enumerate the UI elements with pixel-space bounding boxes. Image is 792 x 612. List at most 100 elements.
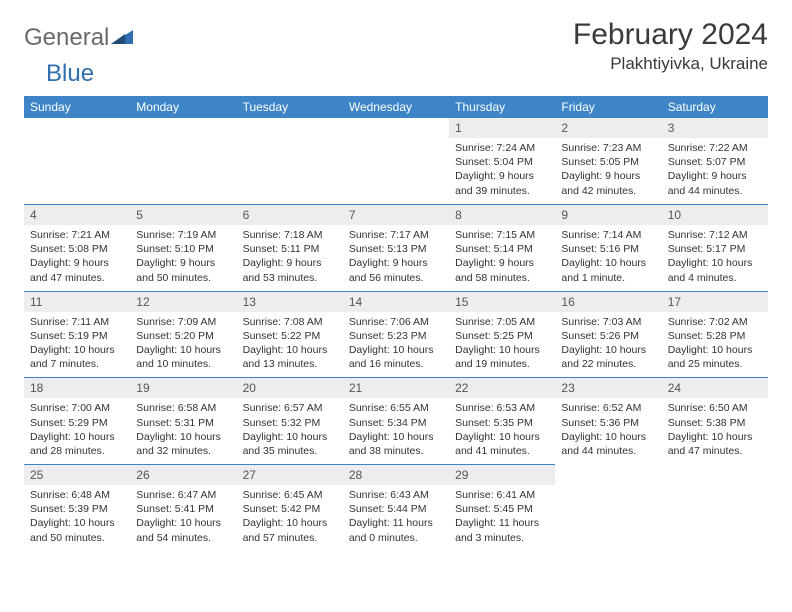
sunset-line: Sunset: 5:35 PM <box>455 416 549 430</box>
day-number: 9 <box>555 204 661 225</box>
daylight-line: Daylight: 10 hours and 22 minutes. <box>561 343 655 371</box>
day-cell: 9Sunrise: 7:14 AMSunset: 5:16 PMDaylight… <box>555 204 661 291</box>
sunrise-line: Sunrise: 6:45 AM <box>243 488 337 502</box>
sunset-line: Sunset: 5:29 PM <box>30 416 124 430</box>
sunset-line: Sunset: 5:38 PM <box>668 416 762 430</box>
logo: General <box>24 24 135 52</box>
day-cell: 12Sunrise: 7:09 AMSunset: 5:20 PMDayligh… <box>130 291 236 378</box>
sunset-line: Sunset: 5:08 PM <box>30 242 124 256</box>
day-body: Sunrise: 7:18 AMSunset: 5:11 PMDaylight:… <box>237 225 343 291</box>
day-cell: 17Sunrise: 7:02 AMSunset: 5:28 PMDayligh… <box>662 291 768 378</box>
sunset-line: Sunset: 5:26 PM <box>561 329 655 343</box>
calendar-body: 1Sunrise: 7:24 AMSunset: 5:04 PMDaylight… <box>24 118 768 551</box>
day-number: 14 <box>343 291 449 312</box>
sunset-line: Sunset: 5:42 PM <box>243 502 337 516</box>
sunrise-line: Sunrise: 7:23 AM <box>561 141 655 155</box>
day-cell: 27Sunrise: 6:45 AMSunset: 5:42 PMDayligh… <box>237 464 343 551</box>
day-cell: 2Sunrise: 7:23 AMSunset: 5:05 PMDaylight… <box>555 118 661 204</box>
sunrise-line: Sunrise: 6:50 AM <box>668 401 762 415</box>
sunset-line: Sunset: 5:17 PM <box>668 242 762 256</box>
sunset-line: Sunset: 5:07 PM <box>668 155 762 169</box>
sunrise-line: Sunrise: 7:21 AM <box>30 228 124 242</box>
sunset-line: Sunset: 5:34 PM <box>349 416 443 430</box>
day-cell: 1Sunrise: 7:24 AMSunset: 5:04 PMDaylight… <box>449 118 555 204</box>
sunrise-line: Sunrise: 7:02 AM <box>668 315 762 329</box>
daylight-line: Daylight: 9 hours and 39 minutes. <box>455 169 549 197</box>
daylight-line: Daylight: 10 hours and 41 minutes. <box>455 430 549 458</box>
calendar-week-row: 11Sunrise: 7:11 AMSunset: 5:19 PMDayligh… <box>24 291 768 378</box>
sunrise-line: Sunrise: 7:19 AM <box>136 228 230 242</box>
daylight-line: Daylight: 11 hours and 0 minutes. <box>349 516 443 544</box>
sunrise-line: Sunrise: 7:22 AM <box>668 141 762 155</box>
logo-text-1: General <box>24 24 109 52</box>
sunset-line: Sunset: 5:31 PM <box>136 416 230 430</box>
day-body: Sunrise: 6:50 AMSunset: 5:38 PMDaylight:… <box>662 398 768 464</box>
sunrise-line: Sunrise: 6:47 AM <box>136 488 230 502</box>
day-number: 29 <box>449 464 555 485</box>
day-cell: 25Sunrise: 6:48 AMSunset: 5:39 PMDayligh… <box>24 464 130 551</box>
day-body: Sunrise: 7:14 AMSunset: 5:16 PMDaylight:… <box>555 225 661 291</box>
day-number: 22 <box>449 377 555 398</box>
day-cell: 6Sunrise: 7:18 AMSunset: 5:11 PMDaylight… <box>237 204 343 291</box>
day-cell: 23Sunrise: 6:52 AMSunset: 5:36 PMDayligh… <box>555 377 661 464</box>
day-cell: 18Sunrise: 7:00 AMSunset: 5:29 PMDayligh… <box>24 377 130 464</box>
sunset-line: Sunset: 5:36 PM <box>561 416 655 430</box>
day-number: 10 <box>662 204 768 225</box>
day-body: Sunrise: 7:00 AMSunset: 5:29 PMDaylight:… <box>24 398 130 464</box>
sunset-line: Sunset: 5:11 PM <box>243 242 337 256</box>
daylight-line: Daylight: 9 hours and 47 minutes. <box>30 256 124 284</box>
daylight-line: Daylight: 10 hours and 19 minutes. <box>455 343 549 371</box>
day-cell <box>130 118 236 204</box>
sunset-line: Sunset: 5:05 PM <box>561 155 655 169</box>
day-body: Sunrise: 6:55 AMSunset: 5:34 PMDaylight:… <box>343 398 449 464</box>
day-body: Sunrise: 7:09 AMSunset: 5:20 PMDaylight:… <box>130 312 236 378</box>
calendar-week-row: 1Sunrise: 7:24 AMSunset: 5:04 PMDaylight… <box>24 118 768 204</box>
day-number: 26 <box>130 464 236 485</box>
daylight-line: Daylight: 10 hours and 13 minutes. <box>243 343 337 371</box>
day-cell: 14Sunrise: 7:06 AMSunset: 5:23 PMDayligh… <box>343 291 449 378</box>
day-cell: 22Sunrise: 6:53 AMSunset: 5:35 PMDayligh… <box>449 377 555 464</box>
day-body: Sunrise: 7:24 AMSunset: 5:04 PMDaylight:… <box>449 138 555 204</box>
sunset-line: Sunset: 5:44 PM <box>349 502 443 516</box>
daylight-line: Daylight: 9 hours and 42 minutes. <box>561 169 655 197</box>
day-cell <box>662 464 768 551</box>
sunrise-line: Sunrise: 7:06 AM <box>349 315 443 329</box>
weekday-tue: Tuesday <box>237 96 343 118</box>
day-number: 5 <box>130 204 236 225</box>
day-body: Sunrise: 7:06 AMSunset: 5:23 PMDaylight:… <box>343 312 449 378</box>
sunset-line: Sunset: 5:25 PM <box>455 329 549 343</box>
sunset-line: Sunset: 5:16 PM <box>561 242 655 256</box>
sunrise-line: Sunrise: 6:48 AM <box>30 488 124 502</box>
day-body: Sunrise: 6:52 AMSunset: 5:36 PMDaylight:… <box>555 398 661 464</box>
day-number: 8 <box>449 204 555 225</box>
weekday-sun: Sunday <box>24 96 130 118</box>
day-cell: 8Sunrise: 7:15 AMSunset: 5:14 PMDaylight… <box>449 204 555 291</box>
sunrise-line: Sunrise: 7:00 AM <box>30 401 124 415</box>
day-body: Sunrise: 6:58 AMSunset: 5:31 PMDaylight:… <box>130 398 236 464</box>
sunrise-line: Sunrise: 7:05 AM <box>455 315 549 329</box>
calendar-week-row: 25Sunrise: 6:48 AMSunset: 5:39 PMDayligh… <box>24 464 768 551</box>
day-body: Sunrise: 6:41 AMSunset: 5:45 PMDaylight:… <box>449 485 555 551</box>
day-cell: 19Sunrise: 6:58 AMSunset: 5:31 PMDayligh… <box>130 377 236 464</box>
sunrise-line: Sunrise: 6:55 AM <box>349 401 443 415</box>
day-body: Sunrise: 7:22 AMSunset: 5:07 PMDaylight:… <box>662 138 768 204</box>
sunrise-line: Sunrise: 7:14 AM <box>561 228 655 242</box>
sunrise-line: Sunrise: 7:12 AM <box>668 228 762 242</box>
day-number: 3 <box>662 118 768 138</box>
day-cell: 24Sunrise: 6:50 AMSunset: 5:38 PMDayligh… <box>662 377 768 464</box>
daylight-line: Daylight: 10 hours and 28 minutes. <box>30 430 124 458</box>
day-number: 1 <box>449 118 555 138</box>
day-number: 25 <box>24 464 130 485</box>
day-cell: 5Sunrise: 7:19 AMSunset: 5:10 PMDaylight… <box>130 204 236 291</box>
day-number: 23 <box>555 377 661 398</box>
day-number: 17 <box>662 291 768 312</box>
day-cell: 26Sunrise: 6:47 AMSunset: 5:41 PMDayligh… <box>130 464 236 551</box>
day-cell: 7Sunrise: 7:17 AMSunset: 5:13 PMDaylight… <box>343 204 449 291</box>
sunset-line: Sunset: 5:45 PM <box>455 502 549 516</box>
daylight-line: Daylight: 9 hours and 53 minutes. <box>243 256 337 284</box>
sunrise-line: Sunrise: 7:08 AM <box>243 315 337 329</box>
weekday-sat: Saturday <box>662 96 768 118</box>
calendar-week-row: 18Sunrise: 7:00 AMSunset: 5:29 PMDayligh… <box>24 377 768 464</box>
daylight-line: Daylight: 10 hours and 44 minutes. <box>561 430 655 458</box>
sunset-line: Sunset: 5:13 PM <box>349 242 443 256</box>
